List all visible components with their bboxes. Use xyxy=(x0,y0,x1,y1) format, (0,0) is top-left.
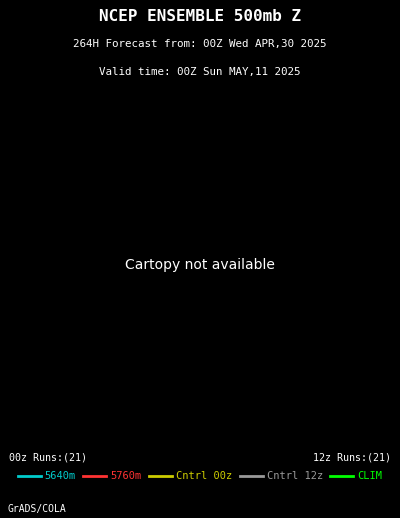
Legend: 5640m, 5760m, Cntrl 00z, Cntrl 12z, CLIM: 5640m, 5760m, Cntrl 00z, Cntrl 12z, CLIM xyxy=(18,471,382,481)
Text: Cartopy not available: Cartopy not available xyxy=(125,258,275,272)
Text: Valid time: 00Z Sun MAY,11 2025: Valid time: 00Z Sun MAY,11 2025 xyxy=(99,67,301,77)
Text: 00z Runs:(21): 00z Runs:(21) xyxy=(9,452,87,463)
Text: NCEP ENSEMBLE 500mb Z: NCEP ENSEMBLE 500mb Z xyxy=(99,9,301,23)
Text: 12z Runs:(21): 12z Runs:(21) xyxy=(313,452,391,463)
Text: 264H Forecast from: 00Z Wed APR,30 2025: 264H Forecast from: 00Z Wed APR,30 2025 xyxy=(73,39,327,49)
Text: GrADS/COLA: GrADS/COLA xyxy=(8,504,67,514)
